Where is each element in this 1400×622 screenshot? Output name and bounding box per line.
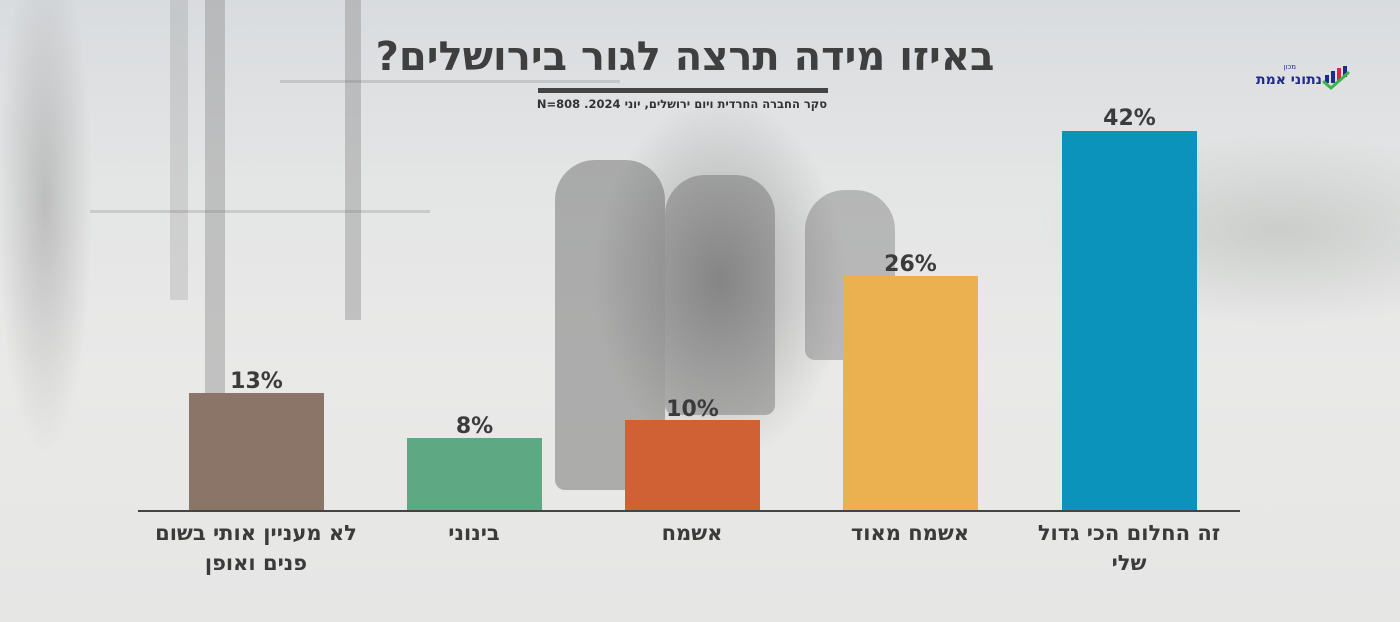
background-railing bbox=[280, 80, 620, 83]
background-pole bbox=[205, 0, 225, 395]
bar-chart-check-icon bbox=[1322, 66, 1350, 90]
category-label-line: אשמח bbox=[661, 521, 723, 545]
category-label: בינוני bbox=[354, 518, 594, 548]
category-label: לא מעניין אותי בשום פנים ואופן bbox=[136, 518, 376, 578]
category-label: זה החלום הכי גדול שלי bbox=[1009, 518, 1249, 578]
bar-value-label: 42% bbox=[1103, 106, 1156, 131]
x-axis-line bbox=[138, 510, 1240, 512]
bar-value-label: 10% bbox=[666, 397, 719, 422]
category-label-line: פנים ואופן bbox=[204, 551, 308, 575]
bar-neutral bbox=[407, 438, 542, 511]
bar-biggest-dream bbox=[1062, 131, 1197, 511]
bar-value-label: 26% bbox=[884, 252, 937, 277]
category-label: אשמח מאוד bbox=[790, 518, 1030, 548]
background-railing bbox=[90, 210, 430, 213]
background-figure bbox=[665, 175, 775, 415]
logo-small-text: מכון bbox=[1283, 63, 1296, 71]
chart-subtitle: סקר החברה החרדית ויום ירושלים, יוני 2024… bbox=[536, 97, 828, 111]
brand-logo: מכון נתוני אמת bbox=[1256, 62, 1352, 96]
bar-value-label: 8% bbox=[455, 414, 494, 439]
category-label-line: לא מעניין אותי בשום bbox=[155, 521, 357, 545]
logo-name: נתוני אמת bbox=[1256, 72, 1322, 88]
category-label-line: אשמח מאוד bbox=[850, 521, 970, 545]
bar-would-be-happy bbox=[625, 420, 760, 511]
category-label-line: זה החלום הכי גדול bbox=[1037, 521, 1221, 545]
category-label-line: שלי bbox=[1111, 551, 1147, 575]
title-underline bbox=[538, 88, 828, 93]
category-label-line: בינוני bbox=[448, 521, 500, 545]
chart-title: באיזו מידה תרצה לגור בירושלים? bbox=[375, 34, 995, 80]
bar-value-label: 13% bbox=[230, 369, 283, 394]
bar-not-interested bbox=[189, 393, 324, 511]
category-label: אשמח bbox=[572, 518, 812, 548]
background-pole bbox=[345, 0, 361, 320]
bar-very-happy bbox=[843, 276, 978, 511]
background-pole bbox=[170, 0, 188, 300]
